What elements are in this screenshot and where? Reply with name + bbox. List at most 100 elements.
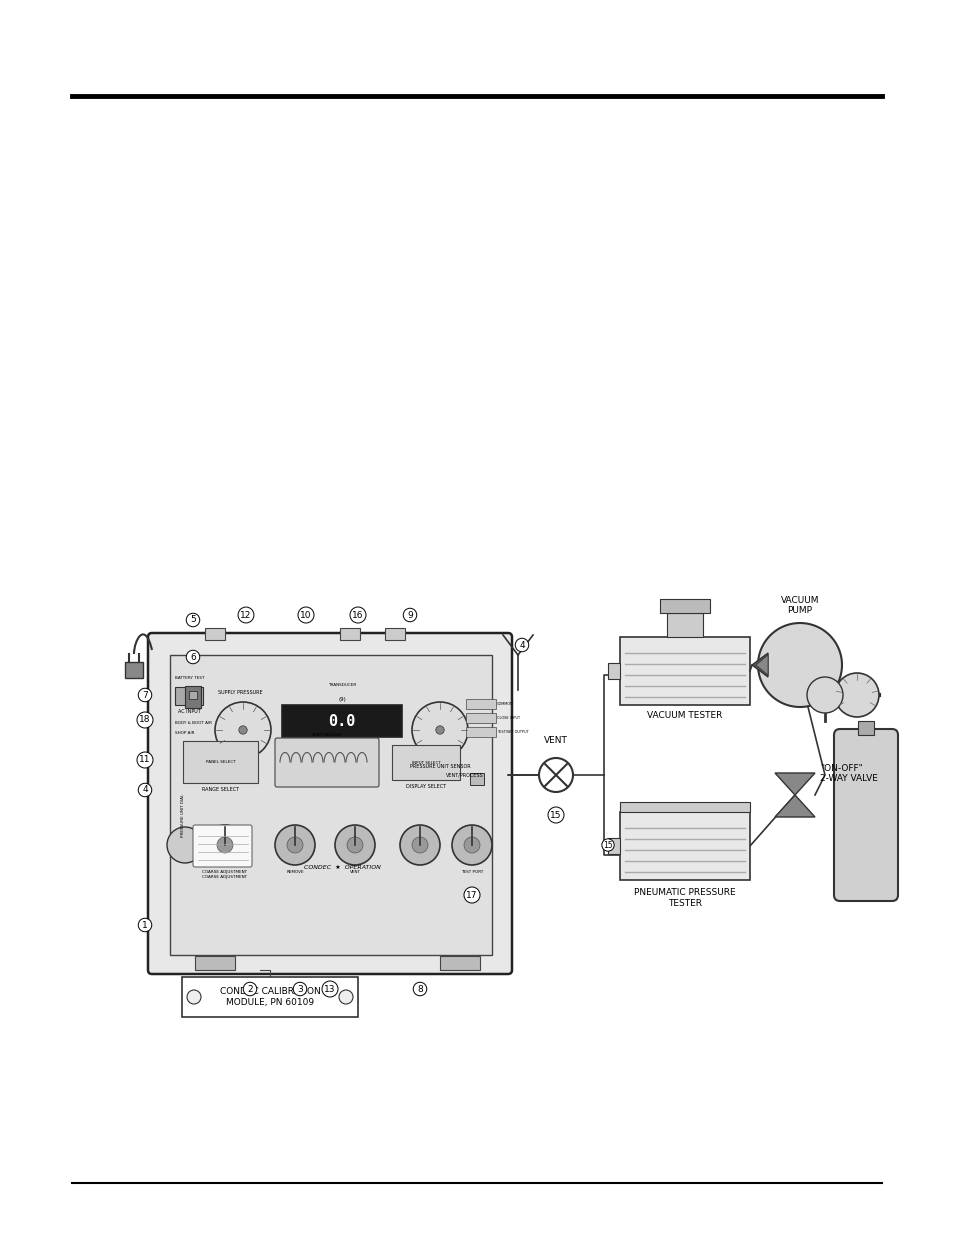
Text: 18: 18 [139, 715, 151, 725]
Circle shape [205, 825, 245, 864]
Text: 2: 2 [247, 984, 253, 993]
Polygon shape [774, 773, 814, 795]
Text: 3: 3 [296, 984, 302, 993]
Circle shape [436, 726, 444, 734]
Text: PRESSURE UNIT SENSOR: PRESSURE UNIT SENSOR [409, 764, 470, 769]
Bar [666, 613, 702, 637]
Text: COARSE ADJUSTMENT: COARSE ADJUSTMENT [202, 869, 247, 874]
Circle shape [238, 726, 247, 734]
Bar [125, 662, 143, 678]
Bar [189, 692, 196, 699]
Circle shape [167, 827, 203, 863]
FancyBboxPatch shape [833, 729, 897, 902]
Text: SHOP AIR: SHOP AIR [174, 731, 194, 735]
Polygon shape [774, 795, 814, 818]
Bar [205, 629, 225, 640]
Bar [194, 956, 234, 969]
Text: VACUUM TESTER: VACUUM TESTER [647, 711, 722, 720]
Bar [392, 745, 459, 781]
Text: 10: 10 [300, 610, 312, 620]
Polygon shape [751, 653, 767, 677]
Bar [385, 629, 405, 640]
Bar [465, 713, 496, 722]
Text: 16: 16 [352, 610, 363, 620]
Text: TEST/SET OUTPUT: TEST/SET OUTPUT [497, 730, 528, 734]
Text: 8: 8 [416, 984, 422, 993]
Text: 7: 7 [142, 690, 148, 699]
Text: 1: 1 [142, 920, 148, 930]
Text: PRESSURE UNIT DIAL: PRESSURE UNIT DIAL [181, 793, 185, 836]
Text: TRANSDUCER: TRANSDUCER [328, 683, 355, 687]
Text: INPUT SELECT: INPUT SELECT [411, 761, 440, 764]
Bar [439, 956, 479, 969]
Text: 5: 5 [190, 615, 195, 625]
Bar [607, 839, 619, 853]
Bar [619, 802, 749, 811]
Text: SUPPLY PRESSURE: SUPPLY PRESSURE [217, 690, 262, 695]
Text: BATTERY TEST: BATTERY TEST [174, 676, 204, 680]
Bar [282, 705, 401, 737]
Polygon shape [755, 655, 767, 676]
Text: AC INPUT: AC INPUT [177, 709, 200, 714]
Circle shape [412, 837, 428, 853]
Text: 17: 17 [466, 890, 477, 899]
Bar [619, 811, 749, 881]
Circle shape [452, 825, 492, 864]
Text: 12: 12 [240, 610, 252, 620]
Text: 6: 6 [190, 652, 195, 662]
Circle shape [806, 677, 842, 713]
Text: (9): (9) [337, 697, 346, 701]
FancyBboxPatch shape [274, 739, 378, 787]
Circle shape [538, 758, 573, 792]
Text: VENT: VENT [349, 869, 360, 874]
Text: 15: 15 [550, 810, 561, 820]
Bar [607, 663, 619, 679]
FancyBboxPatch shape [148, 634, 512, 974]
Text: CONDEC CALIBRATION
MODULE, PN 60109: CONDEC CALIBRATION MODULE, PN 60109 [219, 987, 320, 1008]
Text: DISPLAY SELECT: DISPLAY SELECT [406, 784, 446, 789]
Circle shape [399, 825, 439, 864]
Text: VACUUM
PUMP: VACUUM PUMP [780, 595, 819, 615]
Text: CLOSE INPUT: CLOSE INPUT [497, 716, 519, 720]
Bar [174, 687, 203, 705]
Text: VENT/PROCESS: VENT/PROCESS [446, 773, 483, 778]
Text: VENT: VENT [543, 736, 567, 745]
Bar [183, 741, 257, 783]
Text: REMOVE: REMOVE [286, 869, 303, 874]
Text: CONDEC  ★  OPERATION: CONDEC ★ OPERATION [303, 864, 380, 869]
Text: 11: 11 [139, 756, 151, 764]
Circle shape [274, 825, 314, 864]
Text: PNEUMATIC PRESSURE
TESTER: PNEUMATIC PRESSURE TESTER [634, 888, 735, 908]
Text: 13: 13 [324, 984, 335, 993]
Circle shape [834, 673, 878, 718]
Bar [185, 685, 201, 708]
Text: TEST PORT: TEST PORT [460, 869, 482, 874]
Text: COMMON: COMMON [497, 701, 513, 706]
Text: 15: 15 [602, 841, 612, 850]
Text: 4: 4 [142, 785, 148, 794]
Text: 9: 9 [407, 610, 413, 620]
Text: 0.0: 0.0 [328, 714, 355, 729]
Bar [619, 637, 749, 705]
Bar [465, 727, 496, 737]
Circle shape [758, 622, 841, 706]
FancyBboxPatch shape [193, 825, 252, 867]
Bar [470, 773, 483, 785]
Text: 4: 4 [518, 641, 524, 650]
Circle shape [214, 701, 271, 758]
Circle shape [463, 837, 479, 853]
Circle shape [287, 837, 303, 853]
Text: BODY & BOOT AIR: BODY & BOOT AIR [174, 721, 212, 725]
Bar [857, 721, 873, 735]
Circle shape [338, 990, 353, 1004]
Bar [659, 599, 709, 613]
Bar [339, 629, 359, 640]
Bar [170, 655, 492, 955]
Circle shape [216, 837, 233, 853]
Text: RANGE SELECT: RANGE SELECT [202, 787, 239, 792]
Circle shape [412, 701, 468, 758]
Text: COARSE ADJUSTMENT: COARSE ADJUSTMENT [202, 876, 247, 879]
Circle shape [347, 837, 363, 853]
Circle shape [335, 825, 375, 864]
Text: PANEL SELECT: PANEL SELECT [206, 760, 235, 764]
